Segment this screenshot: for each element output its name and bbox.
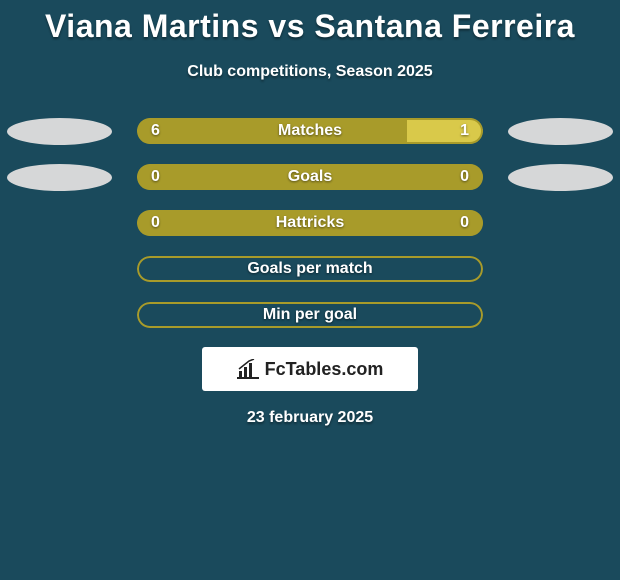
stat-label: Matches bbox=[137, 118, 483, 144]
logo-text: FcTables.com bbox=[237, 359, 384, 380]
stat-bar: 00Hattricks bbox=[137, 210, 483, 236]
comparison-row: 00Hattricks bbox=[0, 209, 620, 237]
stat-label: Goals bbox=[137, 164, 483, 190]
logo-box[interactable]: FcTables.com bbox=[202, 347, 418, 391]
page-title: Viana Martins vs Santana Ferreira bbox=[0, 8, 620, 45]
comparison-row: 00Goals bbox=[0, 163, 620, 191]
comparison-rows: 61Matches 00Goals 00Hattricks Goals per mat… bbox=[0, 117, 620, 329]
stat-bar: Min per goal bbox=[137, 302, 483, 328]
page-subtitle: Club competitions, Season 2025 bbox=[0, 63, 620, 81]
comparison-row: Min per goal bbox=[0, 301, 620, 329]
stat-label: Hattricks bbox=[137, 210, 483, 236]
stat-bar: 00Goals bbox=[137, 164, 483, 190]
player-badge-left bbox=[7, 164, 112, 191]
logo-label: FcTables.com bbox=[265, 359, 384, 380]
player-badge-right bbox=[508, 118, 613, 145]
date-label: 23 february 2025 bbox=[0, 409, 620, 427]
stat-label: Min per goal bbox=[137, 302, 483, 328]
stat-label: Goals per match bbox=[137, 256, 483, 282]
comparison-row: Goals per match bbox=[0, 255, 620, 283]
stat-bar: 61Matches bbox=[137, 118, 483, 144]
chart-icon bbox=[237, 359, 259, 379]
chart-container: Viana Martins vs Santana Ferreira Club c… bbox=[0, 0, 620, 427]
stat-bar: Goals per match bbox=[137, 256, 483, 282]
player-badge-right bbox=[508, 164, 613, 191]
comparison-row: 61Matches bbox=[0, 117, 620, 145]
player-badge-left bbox=[7, 118, 112, 145]
